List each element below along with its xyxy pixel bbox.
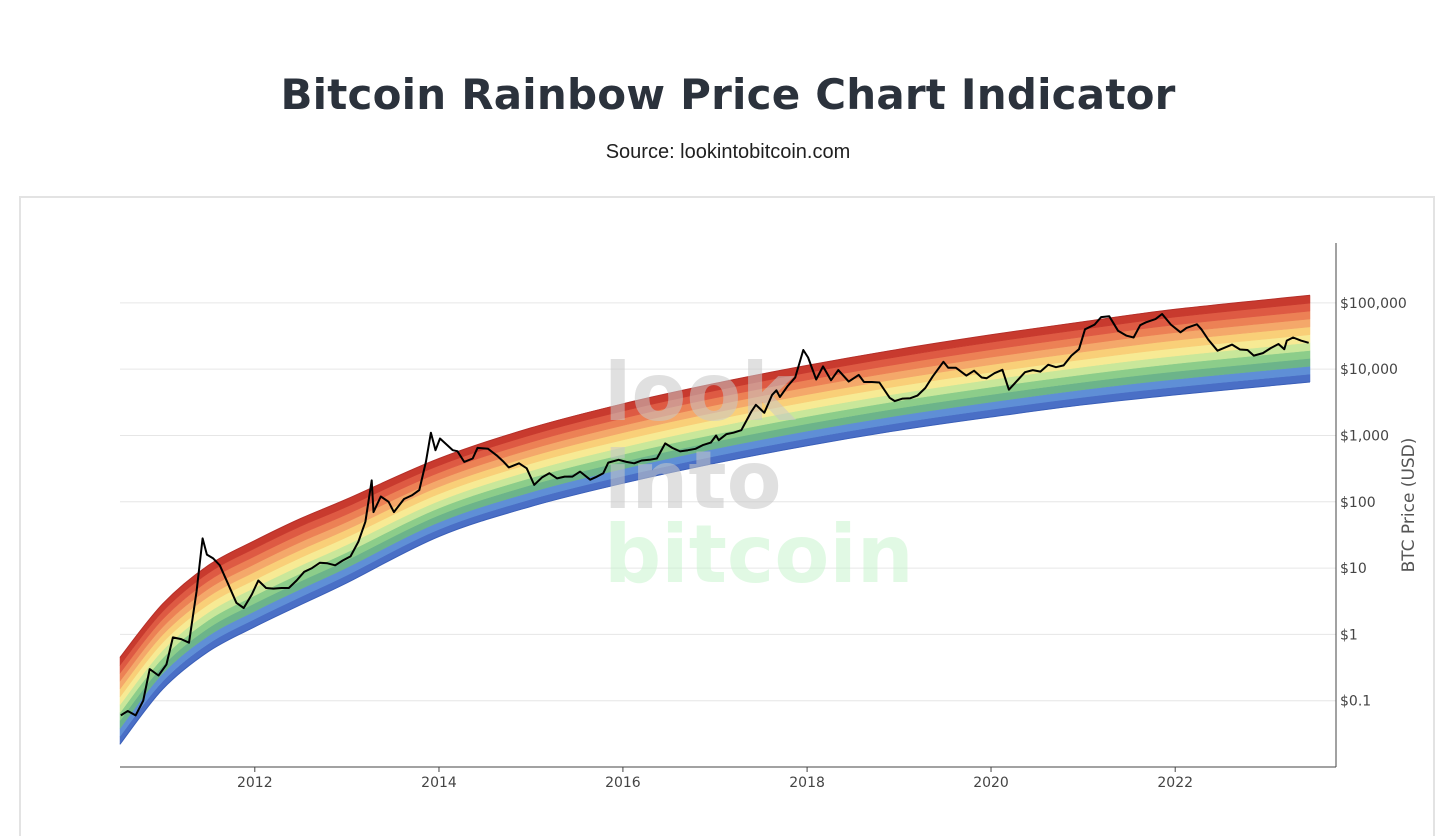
band-edge	[119, 381, 1311, 745]
y-tick-label: $10	[1340, 561, 1367, 577]
y-tick-label: $0.1	[1340, 694, 1371, 710]
btc-price-line	[120, 313, 1309, 717]
watermark: look into bitcoin	[604, 346, 914, 601]
x-tick-label: 2018	[789, 775, 825, 791]
x-tick-label: 2020	[973, 775, 1009, 791]
watermark-bitcoin: bitcoin	[604, 508, 914, 601]
price-series	[120, 313, 1309, 717]
watermark-look: look	[604, 346, 796, 439]
x-tick-label: 2014	[421, 775, 457, 791]
chart-title: Bitcoin Rainbow Price Chart Indicator	[280, 70, 1176, 119]
y-tick-label: $10,000	[1340, 362, 1398, 378]
x-tick-label: 2022	[1157, 775, 1193, 791]
x-tick-label: 2012	[237, 775, 273, 791]
y-tick-label: $100,000	[1340, 296, 1407, 312]
y-tick-label: $1,000	[1340, 428, 1389, 444]
axes: $0.1 $1 $10 $100 $1,000 $10,000 $100,000 2012 20…	[120, 243, 1407, 791]
y-axis-label: BTC Price (USD)	[1399, 438, 1419, 573]
chart-subtitle: Source: lookintobitcoin.com	[605, 141, 851, 163]
y-tick-label: $100	[1340, 495, 1376, 511]
y-tick-label: $1	[1340, 627, 1358, 643]
rainbow-bands	[119, 294, 1311, 746]
x-tick-label: 2016	[605, 775, 641, 791]
band-edge	[119, 294, 1311, 658]
